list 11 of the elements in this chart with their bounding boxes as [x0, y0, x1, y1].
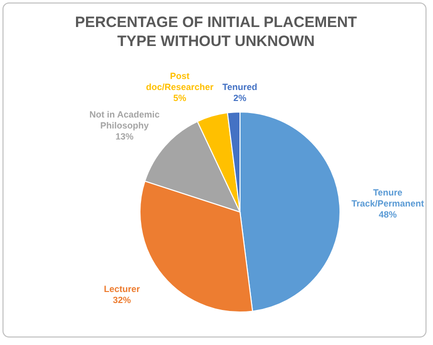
- slice-label: Tenured: [222, 82, 258, 92]
- data-label: 5%: [173, 93, 186, 103]
- slice-label: Not in Academic Philosophy: [89, 110, 160, 131]
- slice-label: Lecturer: [104, 284, 140, 294]
- slice-label: Post doc/Researcher: [146, 71, 214, 92]
- chart-title: PERCENTAGE OF INITIAL PLACEMENT TYPE WITHOUT UNKNOWN: [75, 14, 357, 50]
- data-label: 2%: [233, 93, 246, 103]
- data-label: 48%: [378, 209, 397, 220]
- data-label: 32%: [112, 294, 131, 305]
- data-label: 13%: [115, 132, 134, 142]
- slice-label: Tenure Track/Permanent: [351, 187, 424, 208]
